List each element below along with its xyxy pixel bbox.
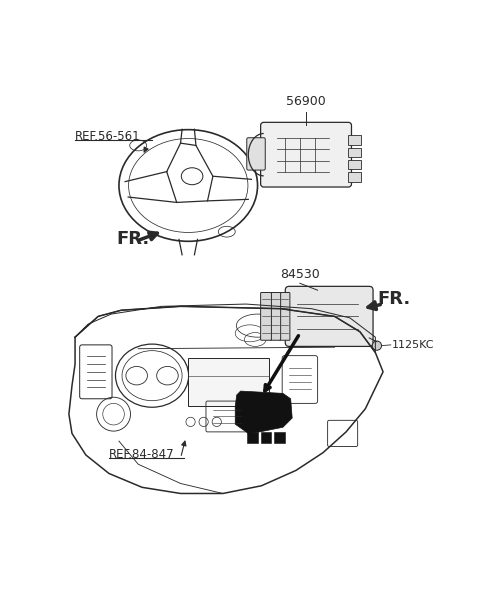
Text: FR.: FR. (117, 231, 150, 249)
Text: 84530: 84530 (280, 268, 320, 281)
Text: 56900: 56900 (286, 95, 326, 108)
FancyBboxPatch shape (275, 432, 285, 443)
FancyBboxPatch shape (247, 138, 265, 170)
Polygon shape (235, 391, 292, 433)
FancyBboxPatch shape (261, 432, 271, 443)
Text: REF.84-847: REF.84-847 (109, 448, 175, 461)
FancyBboxPatch shape (348, 160, 361, 169)
Text: REF.56-561: REF.56-561 (75, 131, 141, 144)
FancyBboxPatch shape (261, 293, 271, 340)
FancyBboxPatch shape (348, 172, 361, 182)
FancyBboxPatch shape (270, 293, 281, 340)
FancyBboxPatch shape (261, 122, 351, 187)
FancyBboxPatch shape (348, 148, 361, 157)
FancyBboxPatch shape (348, 135, 361, 145)
FancyBboxPatch shape (247, 432, 258, 443)
FancyBboxPatch shape (279, 293, 290, 340)
FancyBboxPatch shape (188, 358, 269, 406)
Circle shape (372, 341, 382, 350)
Text: FR.: FR. (377, 290, 410, 308)
FancyBboxPatch shape (285, 286, 373, 346)
Text: 1125KC: 1125KC (392, 340, 435, 350)
